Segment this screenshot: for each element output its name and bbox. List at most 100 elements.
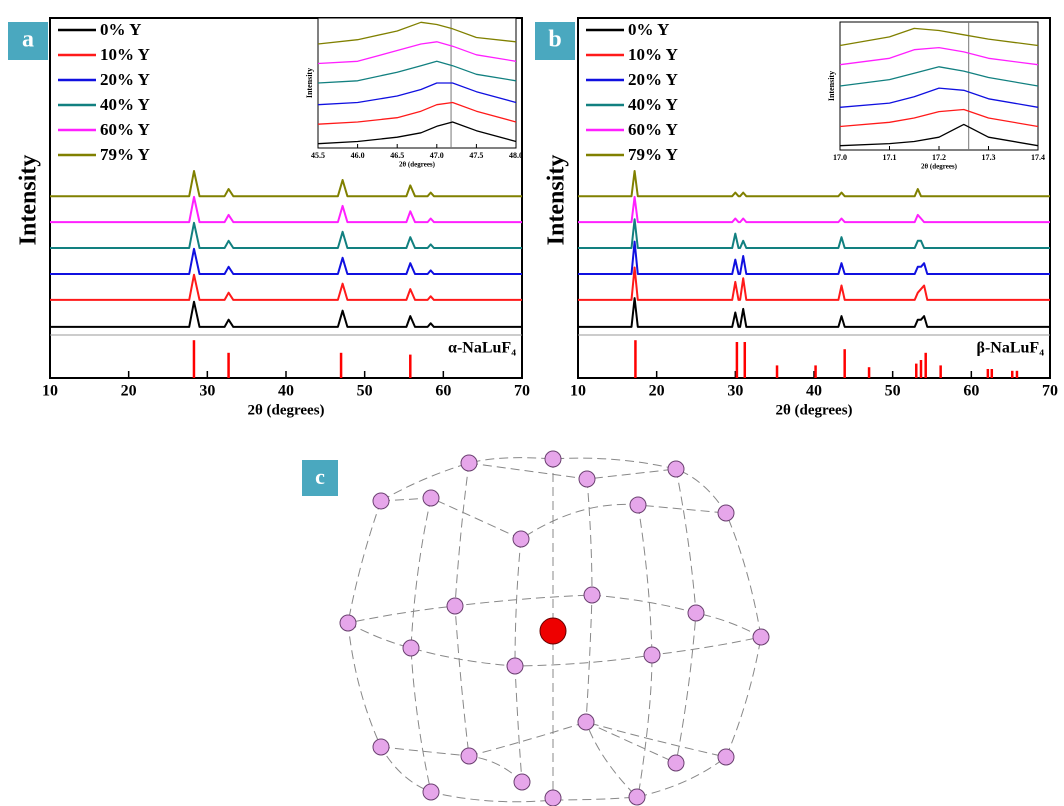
series-line: [317, 82, 517, 106]
atom: [422, 783, 440, 801]
atom: [578, 470, 596, 488]
x-tick-label: 20: [121, 383, 137, 400]
plot-frame: [839, 21, 1039, 151]
series-line: [839, 66, 1039, 87]
atom: [752, 628, 770, 646]
legend-label: 60% Y: [628, 120, 678, 139]
panel-label: a: [22, 27, 34, 53]
x-tick-label: 17.0: [833, 153, 847, 162]
series-line: [317, 60, 517, 84]
reference-label: α-NaLuF₄: [448, 340, 516, 357]
series-line: [317, 41, 517, 65]
cage-edge: [514, 459, 638, 800]
x-tick-label: 46.0: [351, 151, 365, 160]
crystal-diagram: c: [302, 450, 770, 806]
x-tick-label: 50: [357, 383, 373, 400]
legend-label: 10% Y: [100, 45, 150, 64]
x-tick-label: 40: [806, 383, 822, 400]
x-tick-label: 47.0: [430, 151, 444, 160]
legend-label: 0% Y: [100, 20, 141, 39]
x-tick-label: 10: [570, 383, 586, 400]
series-line: [50, 300, 522, 328]
series-line: [50, 170, 522, 198]
series-line: [839, 46, 1039, 66]
x-tick-label: 30: [199, 383, 215, 400]
reference-label: β-NaLuF₄: [977, 340, 1045, 357]
atom: [372, 738, 390, 756]
atom: [402, 639, 420, 657]
x-tick-label: 20: [649, 383, 665, 400]
series-line: [578, 297, 1050, 328]
x-tick-label: 70: [1042, 383, 1058, 400]
legend-label: 0% Y: [628, 20, 669, 39]
xrd-chart: 10 20 30 40 50 60 70 2θ (degrees) Intensity α-NaL…: [8, 17, 530, 418]
atom: [577, 713, 595, 731]
series-line: [839, 123, 1039, 147]
atoms: [339, 450, 770, 806]
legend-label: 60% Y: [100, 120, 150, 139]
x-tick-label: 50: [885, 383, 901, 400]
x-tick-label: 17.2: [932, 153, 946, 162]
panel-label: b: [548, 27, 561, 53]
y-axis-label: Intensity: [544, 155, 570, 246]
atom: [628, 788, 646, 806]
series-line: [839, 108, 1039, 128]
atom: [506, 657, 524, 675]
legend-label: 40% Y: [100, 95, 150, 114]
y-axis-label: Intensity: [305, 68, 314, 98]
atom: [339, 614, 357, 632]
legend-label: 79% Y: [628, 145, 678, 164]
x-tick-label: 45.5: [311, 151, 325, 160]
atom: [717, 748, 735, 766]
atom: [583, 586, 601, 604]
atom: [446, 597, 464, 615]
legend-label: 79% Y: [100, 145, 150, 164]
x-axis-label: 2θ (degrees): [247, 402, 324, 418]
x-tick-label: 10: [42, 383, 58, 400]
panel-badge: [535, 22, 575, 60]
atom: [460, 454, 478, 472]
x-axis-label: 2θ (degrees): [399, 161, 436, 169]
series-line: [578, 195, 1050, 224]
x-tick-label: 47.5: [469, 151, 483, 160]
x-axis-label: 2θ (degrees): [921, 163, 958, 171]
panel-badge: [8, 22, 48, 60]
series-line: [50, 273, 522, 301]
plot-frame: [317, 17, 517, 149]
legend-label: 20% Y: [628, 70, 678, 89]
atom: [372, 492, 390, 510]
series-line: [578, 266, 1050, 301]
center-atom: [539, 617, 567, 645]
atom: [544, 789, 562, 806]
legend-label: 20% Y: [100, 70, 150, 89]
series-line: [839, 87, 1039, 108]
atom: [422, 489, 440, 507]
x-tick-label: 48.0: [509, 151, 523, 160]
atom: [643, 646, 661, 664]
series-line: [50, 195, 522, 224]
series-line: [317, 21, 517, 45]
y-axis-label: Intensity: [16, 155, 42, 246]
atom: [687, 604, 705, 622]
series-line: [578, 240, 1050, 275]
x-tick-label: 17.3: [982, 153, 996, 162]
series-line: [578, 218, 1050, 249]
series-line: [50, 247, 522, 275]
series-line: [317, 121, 517, 145]
inset-chart: 45.5 46.0 46.5 47.0 47.5 48.0 2θ (degrees) Inte…: [305, 17, 523, 169]
inset-chart: 17.0 17.1 17.2 17.3 17.4 2θ (degrees) Intensit…: [827, 21, 1045, 171]
series-line: [50, 221, 522, 249]
x-tick-label: 70: [514, 383, 530, 400]
atom: [512, 530, 530, 548]
x-axis-label: 2θ (degrees): [775, 402, 852, 418]
panel-label: c: [315, 464, 325, 489]
legend-label: 10% Y: [628, 45, 678, 64]
x-tick-label: 40: [278, 383, 294, 400]
series-line: [839, 27, 1039, 47]
x-tick-label: 17.1: [883, 153, 897, 162]
atom: [544, 450, 562, 468]
atom: [717, 504, 735, 522]
atom: [667, 460, 685, 478]
x-tick-label: 17.4: [1031, 153, 1045, 162]
